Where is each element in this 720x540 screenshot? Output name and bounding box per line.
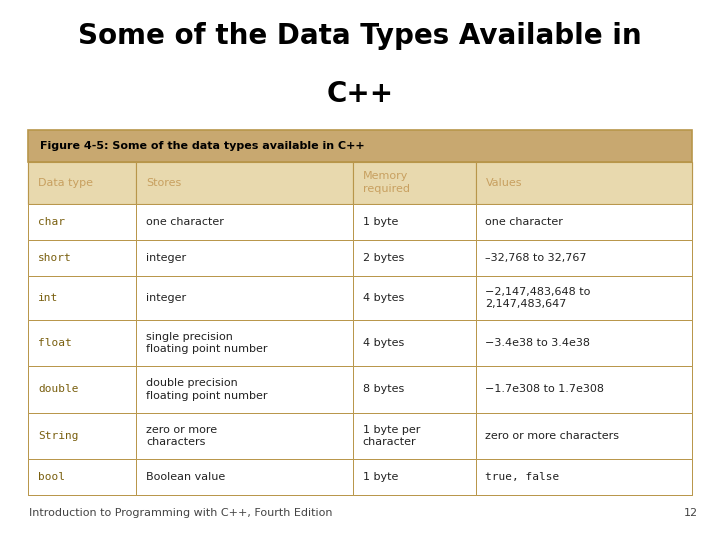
Bar [136, 240, 353, 276]
Text: double precision
floating point number: double precision floating point number [146, 378, 268, 401]
Text: char: char [38, 217, 65, 227]
Bar [28, 204, 692, 240]
Text: int: int [38, 293, 58, 303]
Bar [475, 204, 692, 240]
Bar [475, 276, 692, 320]
Text: −2,147,483,648 to
2,147,483,647: −2,147,483,648 to 2,147,483,647 [485, 287, 591, 309]
Text: Values: Values [485, 178, 522, 188]
Text: Stores: Stores [146, 178, 181, 188]
Text: 1 byte: 1 byte [363, 217, 398, 227]
Bar [28, 366, 692, 413]
Bar [475, 459, 692, 495]
Bar [28, 320, 136, 366]
Text: 2 bytes: 2 bytes [363, 253, 404, 263]
Bar [136, 459, 353, 495]
Text: zero or more
characters: zero or more characters [146, 424, 217, 447]
Bar [28, 413, 136, 459]
Text: Figure 4-5: Some of the data types available in C++: Figure 4-5: Some of the data types avail… [40, 141, 364, 151]
Bar [353, 204, 475, 240]
Bar [28, 240, 136, 276]
Text: true, false: true, false [485, 472, 559, 482]
Bar [353, 162, 475, 204]
Bar [28, 366, 136, 413]
Text: integer: integer [146, 253, 186, 263]
Bar [475, 240, 692, 276]
Text: String: String [38, 431, 78, 441]
Text: integer: integer [146, 293, 186, 303]
Text: short: short [38, 253, 72, 263]
Bar [28, 276, 136, 320]
Text: one character: one character [146, 217, 224, 227]
Bar [475, 162, 692, 204]
Bar [28, 240, 692, 276]
Text: 1 byte: 1 byte [363, 472, 398, 482]
Text: 1 byte per
character: 1 byte per character [363, 424, 420, 447]
Bar [136, 276, 353, 320]
Bar [136, 413, 353, 459]
Bar [28, 413, 692, 459]
Bar [475, 413, 692, 459]
Text: float: float [38, 338, 72, 348]
Bar [28, 162, 692, 204]
Bar [28, 162, 136, 204]
Bar [136, 366, 353, 413]
Bar [28, 320, 692, 366]
Text: 4 bytes: 4 bytes [363, 293, 404, 303]
Text: Boolean value: Boolean value [146, 472, 225, 482]
Text: bool: bool [38, 472, 65, 482]
Text: C++: C++ [326, 79, 394, 107]
Text: 12: 12 [684, 508, 698, 518]
Bar [353, 459, 475, 495]
Bar [28, 276, 692, 320]
Text: Some of the Data Types Available in: Some of the Data Types Available in [78, 22, 642, 50]
Bar [353, 366, 475, 413]
Text: zero or more characters: zero or more characters [485, 431, 619, 441]
Bar [136, 320, 353, 366]
Bar [28, 459, 692, 495]
Bar [353, 276, 475, 320]
Text: one character: one character [485, 217, 563, 227]
Bar [28, 459, 136, 495]
Text: –32,768 to 32,767: –32,768 to 32,767 [485, 253, 587, 263]
Bar [28, 130, 692, 162]
Bar [28, 204, 136, 240]
Text: −3.4e38 to 3.4e38: −3.4e38 to 3.4e38 [485, 338, 590, 348]
Text: 8 bytes: 8 bytes [363, 384, 404, 394]
Bar [353, 240, 475, 276]
Bar [136, 162, 353, 204]
Bar [353, 320, 475, 366]
Text: single precision
floating point number: single precision floating point number [146, 332, 268, 354]
Bar [353, 413, 475, 459]
Text: 4 bytes: 4 bytes [363, 338, 404, 348]
Text: Memory
required: Memory required [363, 172, 410, 194]
Text: Introduction to Programming with C++, Fourth Edition: Introduction to Programming with C++, Fo… [29, 508, 333, 518]
Text: double: double [38, 384, 78, 394]
Bar [136, 204, 353, 240]
Text: Data type: Data type [38, 178, 93, 188]
Bar [475, 366, 692, 413]
Bar [475, 320, 692, 366]
Text: −1.7e308 to 1.7e308: −1.7e308 to 1.7e308 [485, 384, 605, 394]
